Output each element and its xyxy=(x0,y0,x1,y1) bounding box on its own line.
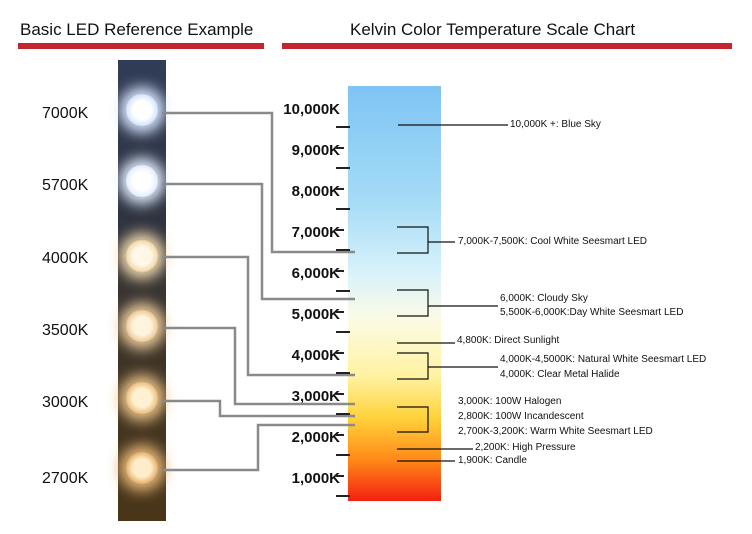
annotation-warm-white-led: 2,700K-3,200K: Warm White Seesmart LED xyxy=(458,426,653,437)
led-label-4000k: 4000K xyxy=(42,250,89,267)
connector-5700k xyxy=(162,182,355,301)
bracket-warm-white xyxy=(397,406,429,433)
bracket-cool-white xyxy=(397,226,429,254)
scale-label-9000k: 9,000K xyxy=(291,142,340,159)
led-strip xyxy=(118,60,166,521)
annotation-day-white-led: 5,500K-6,000K:Day White Seesmart LED xyxy=(500,307,684,318)
connector-2700k xyxy=(162,423,355,472)
led-4000k xyxy=(125,239,159,273)
bracket-cloudy-day xyxy=(397,289,429,317)
connector-3000k xyxy=(162,399,355,418)
led-label-3000k: 3000K xyxy=(42,394,89,411)
annotation-cloudy-sky: 6,000K: Cloudy Sky xyxy=(500,293,588,304)
annotation-direct-sunlight: 4,800K: Direct Sunlight xyxy=(457,335,560,346)
connector-3500k xyxy=(162,326,355,406)
scale-label-10000k: 10,000K xyxy=(283,101,340,118)
led-3000k xyxy=(125,381,159,415)
led-label-3500k: 3500K xyxy=(42,322,89,339)
annotation-clear-metal-halide: 4,000K: Clear Metal Halide xyxy=(500,369,620,380)
scale-label-1000k: 1,000K xyxy=(291,470,340,487)
annotation-cool-white-led: 7,000K-7,500K: Cool White Seesmart LED xyxy=(458,236,647,247)
annotation-blue-sky: 10,000K +: Blue Sky xyxy=(510,119,601,130)
scale-label-5000k: 5,000K xyxy=(291,306,340,323)
scale-label-6000k: 6,000K xyxy=(291,265,340,282)
scale-label-2000k: 2,000K xyxy=(291,429,340,446)
annotation-natural-white-led: 4,000K-4,5000K: Natural White Seesmart L… xyxy=(500,354,707,365)
led-5700k xyxy=(125,164,159,198)
left-title-rule xyxy=(18,43,264,49)
annotation-halogen: 3,000K: 100W Halogen xyxy=(458,396,562,407)
led-reference-title: Basic LED Reference Example xyxy=(20,20,254,39)
kelvin-scale-title: Kelvin Color Temperature Scale Chart xyxy=(350,20,636,39)
led-label-7000k: 7000K xyxy=(42,105,89,122)
led-label-2700k: 2700K xyxy=(42,470,89,487)
connector-7000k xyxy=(162,111,355,254)
right-title-rule xyxy=(282,43,732,49)
led-label-5700k: 5700K xyxy=(42,177,89,194)
scale-label-8000k: 8,000K xyxy=(291,183,340,200)
led-7000k xyxy=(125,93,159,127)
annotation-candle: 1,900K: Candle xyxy=(458,455,527,466)
annotation-high-pressure: 2,200K: High Pressure xyxy=(475,442,576,453)
scale-label-3000k: 3,000K xyxy=(291,388,340,405)
connector-4000k xyxy=(162,255,355,377)
bracket-natural-white xyxy=(397,352,429,380)
scale-label-7000k: 7,000K xyxy=(291,224,340,241)
annotation-incandescent: 2,800K: 100W Incandescent xyxy=(458,411,584,422)
led-3500k xyxy=(125,309,159,343)
led-2700k xyxy=(125,451,159,485)
scale-label-4000k: 4,000K xyxy=(291,347,340,364)
